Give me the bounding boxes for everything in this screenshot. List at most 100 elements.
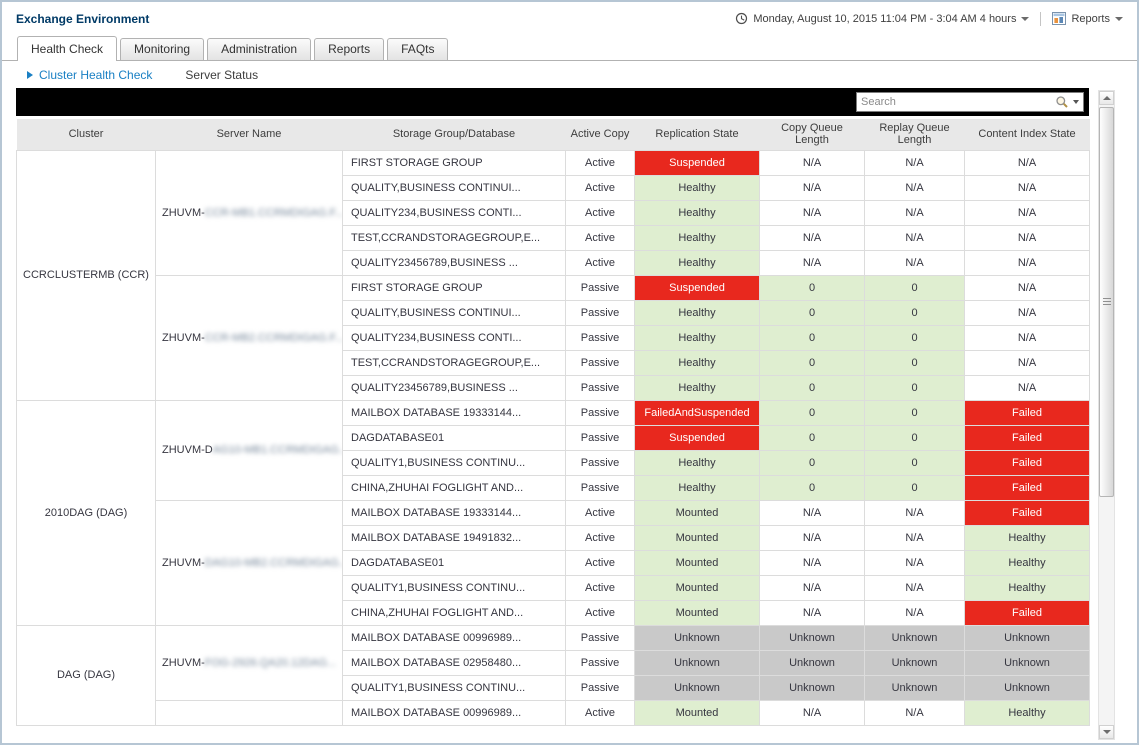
table-row[interactable]: QUALITY234,BUSINESS CONTI... Active Health… xyxy=(17,199,1090,226)
tab-health-check[interactable]: Health Check xyxy=(17,36,118,61)
storage-group-cell: QUALITY234,BUSINESS CONTI... xyxy=(342,199,566,226)
active-copy-cell: Passive xyxy=(565,399,635,426)
column-header-active-copy[interactable]: Active Copy xyxy=(565,119,635,150)
search-input[interactable] xyxy=(861,96,1055,108)
content-index-cell: N/A xyxy=(964,299,1090,326)
active-copy-cell: Active xyxy=(565,149,635,176)
tab-reports[interactable]: Reports xyxy=(314,38,385,60)
active-copy-cell: Passive xyxy=(565,349,635,376)
active-copy-cell: Active xyxy=(565,199,635,226)
storage-group-cell: TEST,CCRANDSTORAGEGROUP,E... xyxy=(342,349,566,376)
table-row[interactable]: MAILBOX DATABASE 00996989... Active Mounte… xyxy=(17,699,1090,726)
replication-state-cell: Mounted xyxy=(634,574,760,601)
copy-queue-cell: 0 xyxy=(759,399,865,426)
column-header-server-name[interactable]: Server Name xyxy=(155,119,343,150)
replay-queue-cell: 0 xyxy=(864,474,965,501)
content-index-cell: Failed xyxy=(964,424,1090,451)
copy-queue-cell: N/A xyxy=(759,224,865,251)
copy-queue-cell: N/A xyxy=(759,574,865,601)
table-row[interactable]: CCRCLUSTERMB (CCR) ZHUVM-CCR-MB1.CCRMDIGA… xyxy=(16,149,1090,401)
copy-queue-cell: N/A xyxy=(759,599,865,626)
copy-queue-cell: N/A xyxy=(759,699,865,726)
active-copy-cell: Active xyxy=(565,699,635,726)
blurred-server-name: DAG10-MB2.CCRMDIGAG... xyxy=(204,556,343,569)
copy-queue-cell: Unknown xyxy=(759,674,865,701)
storage-group-cell: TEST,CCRANDSTORAGEGROUP,E... xyxy=(342,224,566,251)
table-row[interactable]: QUALITY234,BUSINESS CONTI... Passive Healt… xyxy=(17,324,1090,351)
cluster-cell: CCRCLUSTERMB (CCR) xyxy=(16,149,156,401)
table-row[interactable]: 2010DAG (DAG) ZHUVM-DAG10-MB1.CCRMDIGAG..… xyxy=(16,399,1090,626)
table-row[interactable]: CHINA,ZHUHAI FOGLIGHT AND... Active Mounte… xyxy=(17,599,1090,626)
copy-queue-cell: 0 xyxy=(759,474,865,501)
replication-state-cell: Mounted xyxy=(634,524,760,551)
table-row[interactable]: QUALITY23456789,BUSINESS ... Active Health… xyxy=(17,249,1090,276)
content-index-cell: Unknown xyxy=(964,649,1090,676)
column-header-replication-state[interactable]: Replication State xyxy=(634,119,760,150)
blurred-server-name: CCR-MB1.CCRMDIGAG.F... xyxy=(204,206,343,219)
triangle-right-icon xyxy=(27,70,33,79)
content-index-cell: Unknown xyxy=(964,624,1090,651)
replay-queue-cell: 0 xyxy=(864,324,965,351)
tab-faqts[interactable]: FAQts xyxy=(387,38,449,60)
table-row[interactable]: QUALITY23456789,BUSINESS ... Passive Healt… xyxy=(17,374,1090,401)
table-row[interactable]: TEST,CCRANDSTORAGEGROUP,E... Passive Healt… xyxy=(17,349,1090,376)
replay-queue-cell: 0 xyxy=(864,374,965,401)
replay-queue-cell: 0 xyxy=(864,424,965,451)
chevron-down-icon xyxy=(1115,17,1123,21)
table-row[interactable]: MAILBOX DATABASE 02958480... Passive Unkno… xyxy=(17,649,1090,676)
column-header-cluster[interactable]: Cluster xyxy=(16,119,156,150)
table-row[interactable]: TEST,CCRANDSTORAGEGROUP,E... Active Health… xyxy=(17,224,1090,251)
triangle-up-icon xyxy=(1102,96,1111,100)
search-icon[interactable] xyxy=(1055,95,1069,109)
replay-queue-cell: N/A xyxy=(864,524,965,551)
scroll-up-button[interactable] xyxy=(1099,91,1114,105)
table-row[interactable]: QUALITY1,BUSINESS CONTINU... Passive Healt… xyxy=(17,449,1090,476)
replication-state-cell: Healthy xyxy=(634,224,760,251)
column-header-storage-group-database[interactable]: Storage Group/Database xyxy=(342,119,566,150)
search-options-caret[interactable] xyxy=(1073,100,1079,104)
table-row[interactable]: QUALITY1,BUSINESS CONTINU... Passive Unkno… xyxy=(17,674,1090,701)
table-row[interactable]: DAG (DAG) ZHUVM-FOG-2926.QA20.12DAG... MAI… xyxy=(16,624,1090,726)
table-row[interactable]: ZHUVM-CCR-MB2.CCRMDIGAG.F... FIRST STORAG… xyxy=(17,274,1090,401)
storage-group-cell: QUALITY1,BUSINESS CONTINU... xyxy=(342,449,566,476)
storage-group-cell: CHINA,ZHUHAI FOGLIGHT AND... xyxy=(342,599,566,626)
nav-server-status[interactable]: Server Status xyxy=(185,67,259,82)
active-copy-cell: Passive xyxy=(565,674,635,701)
table-row[interactable]: CHINA,ZHUHAI FOGLIGHT AND... Passive Healt… xyxy=(17,474,1090,501)
copy-queue-cell: Unknown xyxy=(759,624,865,651)
table-row[interactable]: MAILBOX DATABASE 19491832... Active Mounte… xyxy=(17,524,1090,551)
tab-administration[interactable]: Administration xyxy=(207,38,312,60)
table-row[interactable]: QUALITY1,BUSINESS CONTINU... Active Mounte… xyxy=(17,574,1090,601)
content-index-cell: Healthy xyxy=(964,574,1090,601)
replication-state-cell: Healthy xyxy=(634,449,760,476)
storage-group-cell: MAILBOX DATABASE 19491832... xyxy=(342,524,566,551)
replication-state-cell: Mounted xyxy=(634,549,760,576)
replay-queue-cell: 0 xyxy=(864,274,965,301)
scroll-down-button[interactable] xyxy=(1099,725,1114,739)
replication-state-cell: Suspended xyxy=(634,149,760,176)
nav-cluster-health-check[interactable]: Cluster Health Check xyxy=(27,68,152,82)
active-copy-cell: Active xyxy=(565,574,635,601)
replication-state-cell: Healthy xyxy=(634,349,760,376)
table-row[interactable]: QUALITY,BUSINESS CONTINUI... Active Health… xyxy=(17,174,1090,201)
time-range-selector[interactable]: Monday, August 10, 2015 11:04 PM - 3:04 … xyxy=(735,12,1030,25)
replication-state-cell: Unknown xyxy=(634,624,760,651)
table-row[interactable]: ZHUVM-DAG10-MB2.CCRMDIGAG... MAILBOX DATA… xyxy=(17,499,1090,626)
column-header-replay-queue-length[interactable]: Replay Queue Length xyxy=(864,119,965,150)
column-header-content-index-state[interactable]: Content Index State xyxy=(964,119,1090,150)
copy-queue-cell: N/A xyxy=(759,499,865,526)
replay-queue-cell: Unknown xyxy=(864,624,965,651)
content-index-cell: N/A xyxy=(964,224,1090,251)
replay-queue-cell: N/A xyxy=(864,574,965,601)
scrollbar-thumb[interactable] xyxy=(1099,107,1114,497)
content-index-cell: N/A xyxy=(964,274,1090,301)
reports-dropdown[interactable]: Reports xyxy=(1052,12,1123,25)
reports-icon xyxy=(1052,12,1067,25)
table-row[interactable]: DAGDATABASE01 Active Mounted N/A N/A Healthy xyxy=(17,549,1090,576)
content-index-cell: Failed xyxy=(964,399,1090,426)
column-header-copy-queue-length[interactable]: Copy Queue Length xyxy=(759,119,865,150)
table-row[interactable]: DAGDATABASE01 Passive Suspended 0 0 Failed xyxy=(17,424,1090,451)
tab-monitoring[interactable]: Monitoring xyxy=(120,38,205,60)
copy-queue-cell: 0 xyxy=(759,449,865,476)
vertical-scrollbar[interactable] xyxy=(1098,90,1115,740)
